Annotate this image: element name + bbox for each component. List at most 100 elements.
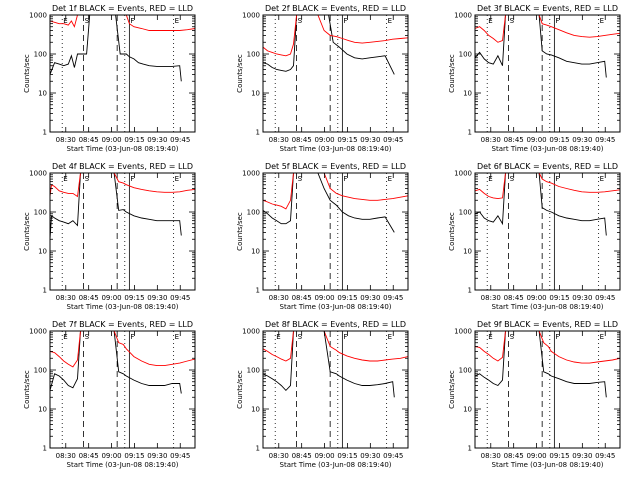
marker-label: S [298, 175, 303, 183]
y-tick-label: 1 [468, 129, 472, 137]
marker-label: E [388, 333, 392, 341]
y-axis-label: Counts/sec [23, 212, 31, 251]
y-tick-label: 10 [251, 90, 260, 98]
x-tick-label: 08:30 [481, 136, 501, 144]
x-tick-label: 08:30 [269, 136, 289, 144]
y-tick-label: 1000 [29, 12, 47, 20]
plot-frame [262, 330, 409, 449]
x-tick-label: 08:45 [292, 136, 312, 144]
x-axis-label: Start Time (03-Jun-08 08:19:40) [67, 461, 179, 469]
y-tick-label: 100 [247, 367, 260, 375]
y-tick-label: 10 [251, 248, 260, 256]
plot-frame [49, 14, 196, 133]
y-tick-label: 1000 [454, 12, 472, 20]
panel-9: Det 9f BLACK = Events, RED = LLD E S F E 1 10 1… [448, 320, 621, 469]
x-tick-label: 08:30 [269, 452, 289, 460]
y-tick-label: 100 [247, 51, 260, 59]
x-axis-label: Start Time (03-Jun-08 08:19:40) [492, 145, 604, 153]
x-tick-label: 09:45 [595, 136, 615, 144]
y-tick-label: 10 [251, 406, 260, 414]
x-tick-label: 09:15 [549, 136, 569, 144]
panel-title: Det 2f BLACK = Events, RED = LLD [265, 4, 406, 13]
x-tick-label: 08:30 [56, 136, 76, 144]
marker-label: F [343, 175, 347, 183]
marker-label: F [130, 17, 134, 25]
series-events [474, 14, 607, 78]
panel-4: Det 4f BLACK = Events, RED = LLD E S F E 1 10 1… [23, 162, 196, 311]
x-axis-label: Start Time (03-Jun-08 08:19:40) [280, 145, 392, 153]
y-tick-label: 1 [256, 287, 260, 295]
x-tick-label: 09:15 [337, 294, 357, 302]
panel-title: Det 1f BLACK = Events, RED = LLD [52, 4, 193, 13]
x-tick-label: 08:45 [504, 136, 524, 144]
y-tick-label: 100 [34, 51, 47, 59]
x-tick-label: 09:30 [147, 136, 167, 144]
panel-title: Det 7f BLACK = Events, RED = LLD [52, 320, 193, 329]
series-events [262, 330, 395, 398]
y-axis-label: Counts/sec [448, 54, 456, 93]
series-events [262, 172, 395, 233]
y-tick-label: 100 [459, 209, 472, 217]
marker-label: F [130, 175, 134, 183]
marker-label: S [85, 175, 90, 183]
x-tick-label: 09:30 [360, 452, 380, 460]
y-tick-label: 100 [34, 209, 47, 217]
x-axis-label: Start Time (03-Jun-08 08:19:40) [280, 303, 392, 311]
series-events [474, 330, 607, 398]
marker-label: S [298, 333, 303, 341]
panel-title: Det 6f BLACK = Events, RED = LLD [477, 162, 618, 171]
plot-frame [49, 330, 196, 449]
y-axis-label: Counts/sec [236, 370, 244, 409]
x-tick-label: 09:00 [101, 294, 121, 302]
y-tick-label: 1 [43, 445, 47, 453]
x-tick-label: 09:45 [170, 452, 190, 460]
x-tick-label: 09:45 [595, 452, 615, 460]
y-tick-label: 1 [468, 287, 472, 295]
x-tick-label: 08:45 [504, 294, 524, 302]
x-axis-label: Start Time (03-Jun-08 08:19:40) [492, 303, 604, 311]
y-axis-label: Counts/sec [23, 54, 31, 93]
marker-label: E [488, 175, 492, 183]
y-axis-label: Counts/sec [448, 370, 456, 409]
x-tick-label: 09:45 [383, 294, 403, 302]
x-tick-label: 09:45 [383, 136, 403, 144]
marker-label: E [175, 175, 179, 183]
series-events [49, 330, 182, 394]
y-tick-label: 1000 [29, 170, 47, 178]
y-tick-label: 10 [463, 406, 472, 414]
panel-7: Det 7f BLACK = Events, RED = LLD E S F E 1 10 1… [23, 320, 196, 469]
x-tick-label: 08:45 [79, 294, 99, 302]
y-axis-label: Counts/sec [236, 212, 244, 251]
y-tick-label: 1000 [242, 170, 260, 178]
y-axis-label: Counts/sec [236, 54, 244, 93]
y-tick-label: 100 [459, 51, 472, 59]
y-tick-label: 10 [38, 90, 47, 98]
x-tick-label: 08:45 [79, 452, 99, 460]
y-tick-label: 1 [256, 129, 260, 137]
marker-label: F [555, 17, 559, 25]
x-tick-label: 08:30 [56, 294, 76, 302]
x-tick-label: 09:00 [526, 452, 546, 460]
x-tick-label: 09:00 [526, 136, 546, 144]
x-tick-label: 09:15 [549, 452, 569, 460]
y-tick-label: 1000 [242, 12, 260, 20]
x-tick-label: 09:30 [360, 136, 380, 144]
marker-label: F [555, 175, 559, 183]
marker-label: S [510, 175, 515, 183]
x-tick-label: 09:45 [383, 452, 403, 460]
marker-label: E [175, 333, 179, 341]
panel-6: Det 6f BLACK = Events, RED = LLD E S F E 1 10 1… [448, 162, 621, 311]
panel-title: Det 9f BLACK = Events, RED = LLD [477, 320, 618, 329]
marker-label: S [510, 17, 515, 25]
panel-8: Det 8f BLACK = Events, RED = LLD E S F E 1 10 1… [236, 320, 409, 469]
marker-label: F [555, 333, 559, 341]
y-tick-label: 100 [459, 367, 472, 375]
series-events [49, 172, 182, 240]
x-axis-label: Start Time (03-Jun-08 08:19:40) [492, 461, 604, 469]
series-lld [49, 330, 196, 368]
marker-label: E [388, 17, 392, 25]
x-tick-label: 09:30 [147, 452, 167, 460]
marker-label: F [130, 333, 134, 341]
series-lld [49, 172, 196, 198]
series-lld [49, 14, 196, 31]
